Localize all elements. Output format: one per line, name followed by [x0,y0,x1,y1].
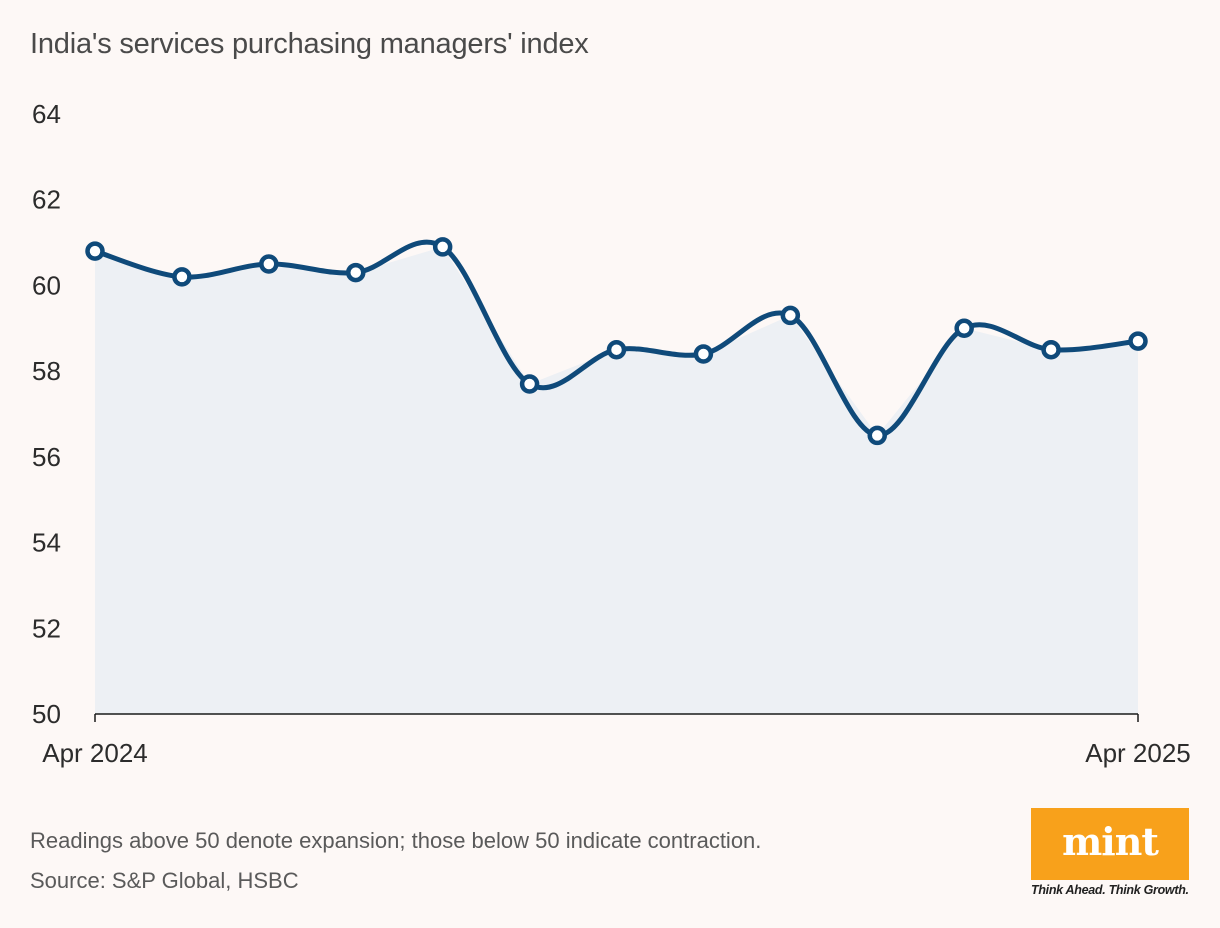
area-fill [95,246,1138,714]
y-tick-label: 60 [32,270,61,300]
y-tick-label: 52 [32,613,61,643]
data-point [259,254,279,274]
data-point [606,339,627,360]
data-point [432,237,453,257]
chart-note: Readings above 50 denote expansion; thos… [30,828,762,853]
data-point [519,374,540,394]
data-point [85,241,105,261]
y-tick-label: 56 [32,442,61,472]
chart-title: India's services purchasing managers' in… [30,28,589,60]
pmi-chart: 50 52 54 56 58 60 62 64 Apr 2024 Apr 2025 [32,99,1191,768]
y-tick-label: 50 [32,699,61,729]
x-tick-label: Apr 2025 [1085,738,1191,768]
data-point [867,425,887,446]
data-point [346,262,366,283]
data-point [1041,339,1061,360]
x-tick-label: Apr 2024 [42,738,148,768]
data-point [1128,331,1148,351]
y-tick-label: 58 [32,356,61,386]
logo-tagline: Think Ahead. Think Growth. [1031,883,1189,897]
y-tick-label: 64 [32,99,61,129]
data-point [780,305,801,326]
mint-logo: mint [1031,808,1189,880]
chart-source: Source: S&P Global, HSBC [30,868,299,893]
data-point [954,318,974,339]
y-tick-label: 62 [32,185,61,215]
data-point [693,344,714,364]
y-tick-label: 54 [32,528,61,558]
data-point [172,267,192,287]
